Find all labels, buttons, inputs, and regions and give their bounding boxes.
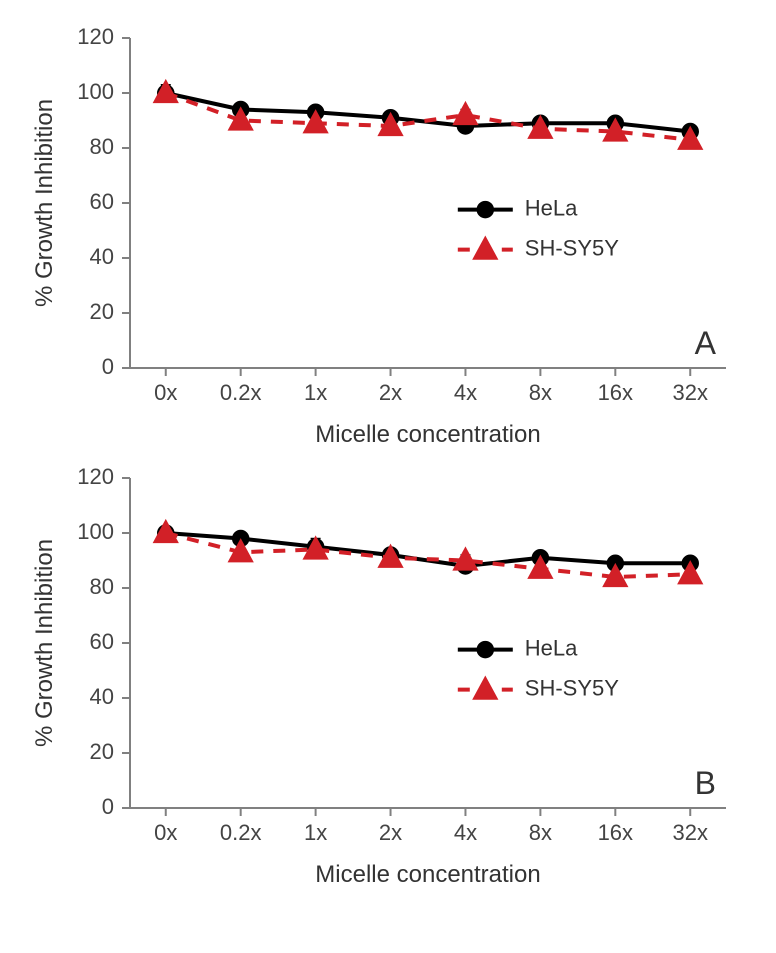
x-tick-label: 0x — [154, 820, 177, 845]
panel-label: A — [695, 325, 717, 361]
y-tick-label: 100 — [77, 519, 114, 544]
y-tick-label: 120 — [77, 464, 114, 489]
x-tick-label: 1x — [304, 380, 327, 405]
y-tick-label: 60 — [90, 629, 114, 654]
y-tick-label: 80 — [90, 574, 114, 599]
x-tick-label: 2x — [379, 380, 402, 405]
figure: 0 20 40 60 80 100 120 0x 0.2x 1x 2x 4x 8x 16x 32x Micel… — [0, 0, 776, 953]
x-tick-label: 4x — [454, 380, 477, 405]
y-axis-title: % Growth Inhibition — [31, 99, 58, 307]
y-axis-title: % Growth Inhibition — [31, 539, 58, 747]
x-tick-label: 16x — [598, 820, 633, 845]
x-tick-label: 8x — [529, 820, 552, 845]
x-tick-label: 0x — [154, 380, 177, 405]
y-tick-label: 20 — [90, 299, 114, 324]
panel-label: B — [695, 765, 716, 801]
x-tick-label: 8x — [529, 380, 552, 405]
chart-svg-b: 0 20 40 60 80 100 120 0x 0.2x 1x 2x 4x 8x 16x 32x Micel… — [20, 460, 756, 900]
x-tick-label: 4x — [454, 820, 477, 845]
y-tick-label: 40 — [90, 684, 114, 709]
data-point — [477, 642, 493, 658]
y-tick-label: 0 — [102, 354, 114, 379]
x-tick-label: 32x — [672, 380, 707, 405]
x-axis-title: Micelle concentration — [315, 861, 540, 888]
x-axis-title: Micelle concentration — [315, 421, 540, 448]
x-tick-label: 1x — [304, 820, 327, 845]
x-tick-label: 16x — [598, 380, 633, 405]
x-tick-label: 32x — [672, 820, 707, 845]
chart-svg-a: 0 20 40 60 80 100 120 0x 0.2x 1x 2x 4x 8x 16x 32x Micel… — [20, 20, 756, 460]
x-tick-label: 2x — [379, 820, 402, 845]
x-tick-label: 0.2x — [220, 820, 262, 845]
y-tick-label: 0 — [102, 794, 114, 819]
y-tick-label: 120 — [77, 24, 114, 49]
y-tick-label: 60 — [90, 189, 114, 214]
data-point — [477, 202, 493, 218]
legend-label: SH-SY5Y — [525, 235, 619, 260]
y-tick-label: 80 — [90, 134, 114, 159]
legend-label: HeLa — [525, 635, 578, 660]
legend-label: HeLa — [525, 195, 578, 220]
legend-label: SH-SY5Y — [525, 675, 619, 700]
chart-panel-b: 0 20 40 60 80 100 120 0x 0.2x 1x 2x 4x 8x 16x 32x Micel… — [20, 460, 756, 900]
y-tick-label: 40 — [90, 244, 114, 269]
chart-panel-a: 0 20 40 60 80 100 120 0x 0.2x 1x 2x 4x 8x 16x 32x Micel… — [20, 20, 756, 460]
y-tick-label: 100 — [77, 79, 114, 104]
y-tick-label: 20 — [90, 739, 114, 764]
x-tick-label: 0.2x — [220, 380, 262, 405]
